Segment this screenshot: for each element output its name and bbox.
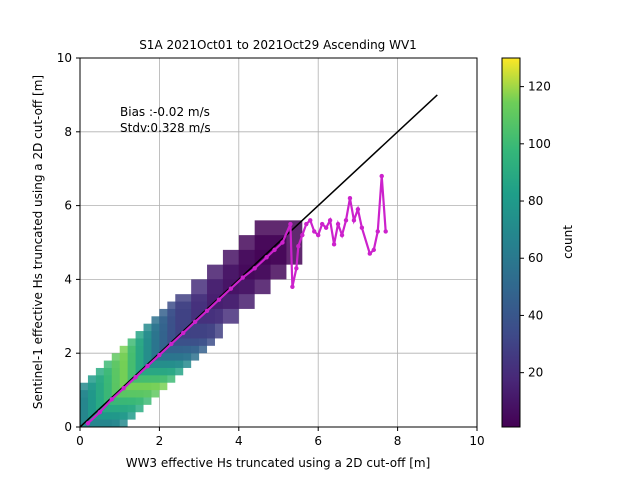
mean-curve-point: [355, 207, 361, 212]
mean-curve-point: [290, 284, 295, 289]
y-axis-label: Sentinel-1 effective Hs truncated using …: [31, 75, 45, 409]
x-axis-ticks: 0 2 4 6 8 10: [76, 427, 485, 448]
mean-curve-point: [339, 232, 345, 238]
colorbar: [501, 57, 521, 428]
mean-curve-point: [304, 221, 309, 227]
colorbar-tick-label: 100: [528, 137, 551, 151]
mean-curve-point: [343, 218, 349, 223]
mean-curve-point: [327, 218, 333, 223]
x-tick-label: 0: [76, 434, 84, 448]
mean-curve-point: [335, 221, 341, 227]
x-tick-label: 2: [156, 434, 164, 448]
mean-curve-point: [331, 242, 337, 247]
y-axis-ticks: 0 2 4 6 8 10: [57, 51, 80, 434]
x-tick-label: 6: [314, 434, 322, 448]
mean-curve-point: [300, 232, 305, 238]
mean-curve-point: [323, 225, 329, 230]
mean-curve-point: [272, 247, 277, 253]
stdv-annotation: Stdv:0.328 m/s: [120, 121, 211, 135]
y-tick-label: 4: [64, 272, 72, 286]
mean-curve-point: [371, 247, 376, 253]
mean-curve-point: [228, 286, 234, 291]
mean-curve-point: [379, 173, 384, 179]
mean-curve-point: [204, 308, 210, 313]
colorbar-label: count: [561, 225, 575, 259]
mean-curve-point: [157, 352, 162, 358]
mean-curve-point: [97, 410, 103, 415]
mean-curve-point: [133, 374, 138, 380]
mean-curve-point: [192, 319, 198, 325]
colorbar-tick-label: 80: [528, 194, 543, 208]
bias-annotation: Bias :-0.02 m/s: [120, 105, 210, 119]
mean-curve-group: [85, 173, 388, 426]
y-tick-label: 10: [57, 51, 72, 65]
mean-curve-point: [145, 363, 150, 369]
mean-curve-point: [216, 297, 222, 302]
mean-curve-point: [375, 229, 380, 234]
y-tick-label: 8: [64, 125, 72, 139]
y-tick-label: 0: [64, 420, 72, 434]
colorbar-tick-label: 60: [528, 251, 543, 265]
mean-curve-point: [264, 255, 269, 260]
x-tick-label: 8: [394, 434, 402, 448]
mean-curve-point: [240, 275, 245, 280]
plot-frame: [79, 57, 478, 428]
y-tick-label: 2: [64, 346, 72, 360]
mean-curve-point: [294, 266, 299, 271]
mean-curve-point: [252, 266, 257, 271]
mean-curve-point: [308, 218, 313, 223]
y-tick-label: 6: [64, 199, 72, 213]
colorbar-tick-label: 40: [528, 308, 543, 322]
density-cells: [80, 220, 303, 427]
mean-curve-point: [359, 225, 365, 230]
mean-curve-point: [109, 397, 114, 402]
mean-curve-point: [367, 251, 373, 256]
x-tick-label: 10: [469, 434, 484, 448]
mean-curve-point: [169, 341, 174, 347]
colorbar-tick-label: 20: [528, 366, 543, 380]
x-tick-label: 4: [235, 434, 243, 448]
mean-curve-point: [121, 386, 126, 391]
mean-curve-point: [296, 243, 301, 249]
mean-curve-point: [85, 421, 91, 426]
mean-curve-point: [181, 330, 186, 336]
mean-curve-point: [383, 229, 388, 234]
x-axis-label: WW3 effective Hs truncated using a 2D cu…: [126, 456, 431, 470]
mean-curve-point: [288, 221, 293, 227]
mean-curve-point: [280, 240, 285, 245]
mean-curve-point: [319, 221, 325, 227]
identity-line: [80, 94, 438, 427]
mean-curve-point: [351, 218, 357, 223]
chart-title: S1A 2021Oct01 to 2021Oct29 Ascending WV1: [139, 38, 417, 52]
mean-curve-point: [316, 232, 321, 238]
colorbar-tick-label: 120: [528, 80, 551, 94]
mean-curve-point: [312, 229, 317, 234]
colorbar-ticks: 20 40 60 80 100 120: [520, 80, 551, 380]
identity-line-group: [80, 94, 438, 427]
mean-curve-point: [347, 196, 353, 201]
